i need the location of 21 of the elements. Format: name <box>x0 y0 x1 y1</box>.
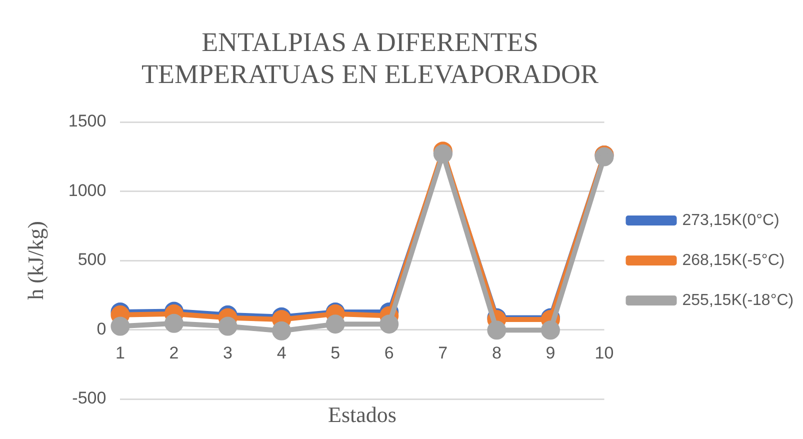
legend-label: 273,15K(0°C) <box>682 212 780 229</box>
x-tick-label: 4 <box>276 344 286 363</box>
chart-title: ENTALPIAS A DIFERENTES TEMPERATUAS EN ELEVAPORADOR <box>140 26 600 90</box>
y-axis-title: h (kJ/kg) <box>22 221 48 300</box>
x-tick-label: 10 <box>594 344 614 363</box>
y-tick-label: 0 <box>96 319 106 338</box>
y-tick-label: 500 <box>78 250 106 270</box>
x-tick-label: 3 <box>223 344 233 363</box>
x-tick-label: 2 <box>169 344 179 363</box>
x-axis-title: Estados <box>328 402 396 427</box>
x-tick-label: 6 <box>384 344 394 363</box>
y-tick-label: 1000 <box>68 180 106 200</box>
x-tick-label: 5 <box>330 344 340 363</box>
y-tick-label: 1500 <box>68 112 106 131</box>
x-tick-label: 9 <box>546 344 556 363</box>
x-tick-label: 7 <box>438 344 448 363</box>
x-tick-label: 8 <box>492 344 502 363</box>
y-tick-label: -500 <box>72 388 106 408</box>
legend-label: 268,15K(-5°C) <box>682 252 785 269</box>
x-tick-label: 1 <box>115 344 125 363</box>
legend-label: 255,15K(-18°C) <box>682 292 794 309</box>
